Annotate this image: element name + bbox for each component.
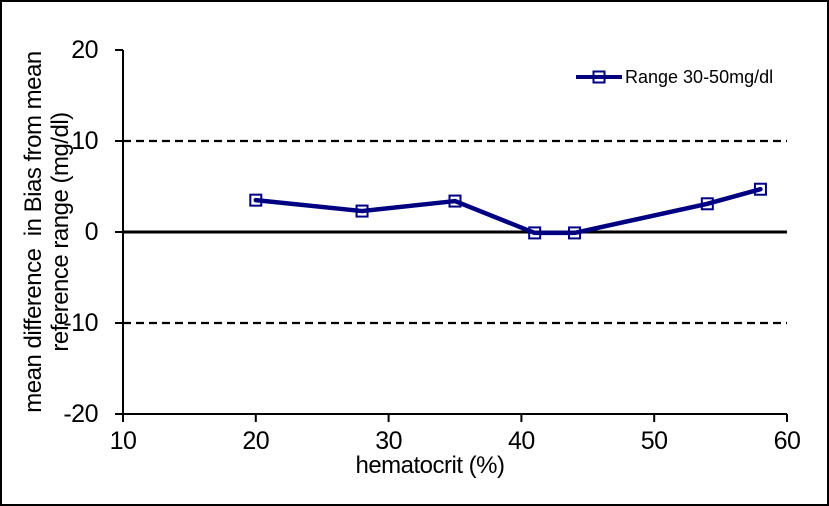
x-axis-tick-label: 10 [109,427,137,455]
data-point-marker [249,193,263,207]
data-point-marker [568,226,582,240]
x-axis-tick-label: 20 [242,427,270,455]
data-point-marker [355,204,369,218]
y-axis-tick-label: -20 [63,400,98,428]
legend-square-marker-icon [592,70,606,84]
x-axis-tick-label: 40 [507,427,535,455]
x-axis-tick-label: 30 [375,427,402,455]
legend-series-label: Range 30-50mg/dl [625,66,774,87]
y-axis-tick-label: 10 [71,127,98,155]
x-axis-tick-label: 60 [773,427,801,455]
data-series-line [253,186,763,236]
data-point-marker [448,194,462,208]
x-axis-tick-label: 50 [640,427,668,455]
data-point-marker [700,197,714,211]
y-axis-tick-label: 20 [71,36,98,64]
y-axis-tick-label: 0 [84,218,99,246]
x-axis-title: hematocrit (%) [355,452,505,479]
legend: Range 30-50mg/dl [576,65,773,89]
data-point-marker [753,182,767,196]
legend-line-sample [576,70,622,84]
data-point-marker [528,226,542,240]
y-axis-tick-label: -10 [63,309,98,337]
